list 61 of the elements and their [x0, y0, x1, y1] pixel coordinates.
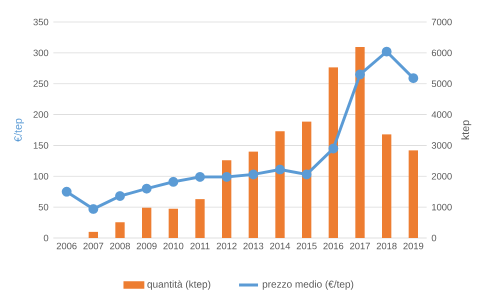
point	[195, 172, 205, 182]
bar	[328, 67, 338, 238]
x-tick-label: 2016	[323, 242, 344, 250]
y2-tick-label: 1000	[432, 204, 452, 210]
legend-label: quantità (ktep)	[147, 280, 210, 290]
bar	[408, 150, 418, 238]
y-tick-label: 150	[34, 142, 48, 149]
legend-label: prezzo medio (€/tep)	[262, 280, 354, 290]
y-tick-label: 100	[34, 173, 48, 180]
bar	[142, 208, 152, 238]
x-tick-label: 2010	[163, 242, 184, 250]
y2-tick-label: 7000	[432, 18, 452, 26]
bar	[222, 160, 232, 238]
y2-tick-label: 5000	[432, 80, 452, 88]
y2-tick-label: 0	[432, 234, 436, 242]
x-tick-label: 2012	[216, 242, 237, 250]
x-tick-label: 2006	[56, 242, 77, 250]
point	[275, 164, 285, 174]
x-tick-label: 2007	[83, 242, 104, 250]
point	[222, 172, 232, 182]
y2-tick-label: 4000	[432, 111, 452, 118]
x-tick-label: 2018	[376, 242, 397, 250]
x-tick-label: 2013	[243, 242, 264, 250]
y-tick-label: 300	[33, 50, 48, 56]
point	[328, 144, 338, 154]
y2-axis-title: ktep	[461, 120, 472, 140]
point	[382, 46, 392, 57]
point	[115, 191, 125, 201]
x-tick-label: 2008	[110, 242, 130, 250]
y-axis-title: €/tep	[14, 118, 24, 142]
point	[408, 73, 418, 84]
y2-tick-label: 3000	[432, 142, 452, 149]
y2-tick-label: 6000	[432, 50, 452, 56]
y-tick-label: 250	[34, 80, 48, 88]
x-tick-label: 2015	[296, 242, 317, 250]
bar	[88, 232, 98, 238]
point	[302, 170, 312, 180]
point	[62, 186, 72, 197]
bar	[248, 152, 258, 238]
bar	[382, 134, 392, 238]
x-tick-label: 2019	[403, 242, 424, 250]
y-tick-label: 0	[44, 234, 48, 242]
x-tick-label: 2009	[136, 242, 157, 250]
point	[355, 70, 365, 80]
y-tick-label: 350	[33, 18, 48, 26]
point	[142, 184, 152, 194]
y-tick-label: 50	[38, 204, 48, 210]
bar	[168, 208, 178, 238]
bar	[115, 222, 125, 238]
y2-tick-label: 2000	[432, 173, 452, 180]
y-tick-label: 200	[34, 111, 48, 118]
bar	[355, 47, 365, 238]
bar	[302, 122, 312, 238]
point	[88, 204, 98, 214]
x-tick-label: 2017	[350, 242, 370, 250]
bar	[195, 199, 205, 238]
x-tick-label: 2014	[270, 242, 290, 250]
point	[168, 176, 178, 187]
x-tick-label: 2011	[190, 242, 210, 250]
bar	[275, 131, 285, 238]
point	[248, 170, 258, 180]
